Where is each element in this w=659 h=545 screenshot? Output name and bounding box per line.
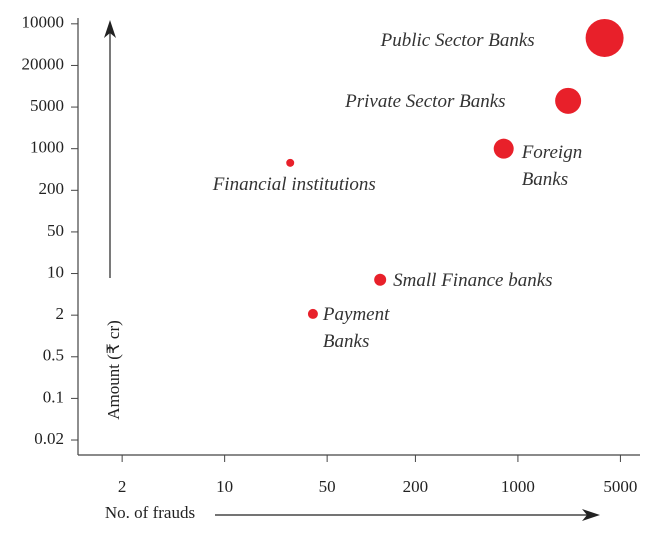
x-tick-label: 10 <box>216 477 233 496</box>
bubble <box>585 18 624 57</box>
bubble <box>286 158 295 167</box>
y-tick-label: 200 <box>39 179 65 198</box>
y-tick-label: 0.5 <box>43 346 64 365</box>
y-tick-label: 20000 <box>22 54 65 73</box>
point-label: Private Sector Banks <box>345 90 506 112</box>
y-tick-label: 10 <box>47 262 64 281</box>
bubble <box>555 87 582 114</box>
bubble <box>493 138 514 159</box>
bubble <box>374 273 387 286</box>
point-label: Foreign Banks <box>521 141 583 190</box>
y-tick-label: 10000 <box>22 13 65 32</box>
y-tick-label: 1000 <box>30 138 64 157</box>
point-label: Financial institutions <box>212 173 376 195</box>
x-tick-label: 200 <box>403 477 429 496</box>
point-label: Public Sector Banks <box>380 29 535 51</box>
x-arrow-head <box>582 509 600 521</box>
y-tick-label: 50 <box>47 221 64 240</box>
y-tick-label: 0.02 <box>34 429 64 448</box>
y-arrow-head <box>104 20 116 38</box>
x-axis-title: No. of frauds <box>105 503 195 522</box>
y-axis-title: Amount (₹ cr) <box>104 320 123 420</box>
point-label: Small Finance banks <box>393 269 553 291</box>
y-tick-label: 0.1 <box>43 387 64 406</box>
x-tick-label: 5000 <box>603 477 637 496</box>
x-tick-label: 1000 <box>501 477 535 496</box>
x-tick-label: 50 <box>319 477 336 496</box>
y-tick-label: 5000 <box>30 96 64 115</box>
y-tick-label: 2 <box>56 304 65 323</box>
x-tick-label: 2 <box>118 477 127 496</box>
bubble <box>307 308 318 319</box>
point-label: Payment Banks <box>322 303 390 352</box>
